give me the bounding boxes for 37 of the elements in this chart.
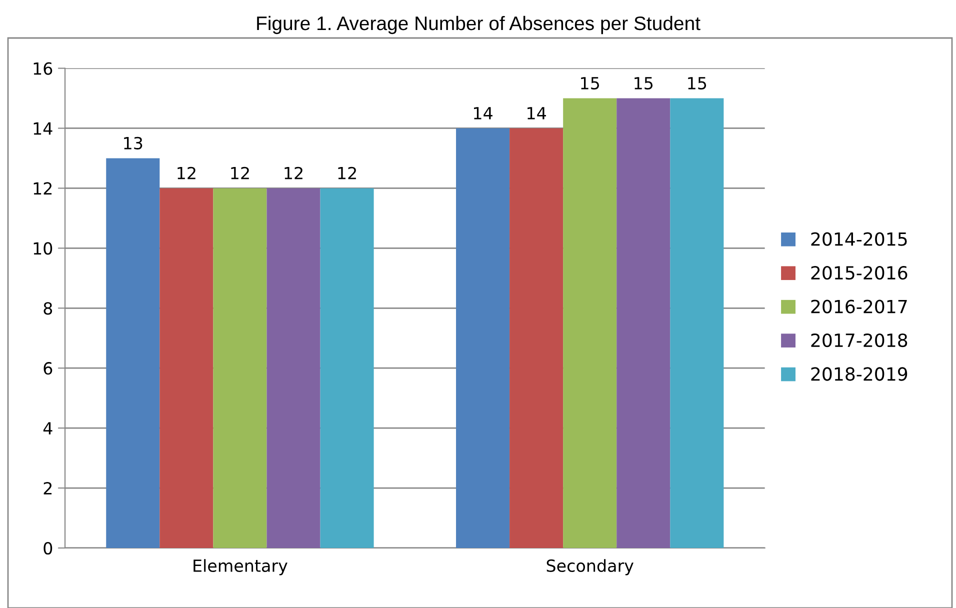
y-tick-label: 10: [34, 242, 52, 255]
bar: [160, 188, 214, 548]
bar: [320, 188, 374, 548]
legend-label: 2016-2017: [811, 300, 907, 314]
y-tick-label: 14: [34, 122, 52, 135]
legend-label: 2017-2018: [811, 333, 908, 348]
data-label: 15: [634, 77, 653, 90]
x-tick-label: Elementary: [194, 559, 288, 576]
legend-label: 2018-2019: [811, 367, 908, 381]
data-label: 14: [528, 107, 546, 120]
bar: [510, 128, 564, 548]
y-tick-label: 2: [44, 482, 52, 494]
bar: [266, 188, 320, 548]
data-label: 12: [231, 166, 249, 180]
y-tick-label: 12: [34, 182, 52, 195]
bar: [106, 158, 160, 548]
data-label: 12: [284, 166, 302, 180]
y-tick-label: 0: [44, 542, 52, 555]
legend-label: 2015-2016: [811, 266, 908, 280]
chart-title: Figure 1. Average Number of Absences per Student: [257, 16, 700, 34]
data-label: 12: [338, 166, 356, 180]
bar: [670, 98, 724, 548]
bar: [456, 128, 510, 548]
y-tick-label: 8: [44, 302, 52, 315]
y-tick-label: 4: [43, 422, 52, 434]
data-label: 13: [124, 136, 142, 150]
legend-label: 2014-2015: [811, 232, 907, 246]
bar: [616, 98, 670, 548]
bar: [563, 98, 617, 548]
y-tick-label: 16: [34, 62, 52, 75]
x-tick-label: Secondary: [546, 559, 634, 576]
data-label: 12: [178, 166, 196, 180]
data-label: 14: [474, 107, 492, 120]
bar: [213, 188, 267, 548]
data-label: 15: [688, 77, 706, 90]
data-label: 15: [581, 77, 599, 90]
y-tick-label: 6: [44, 362, 52, 375]
